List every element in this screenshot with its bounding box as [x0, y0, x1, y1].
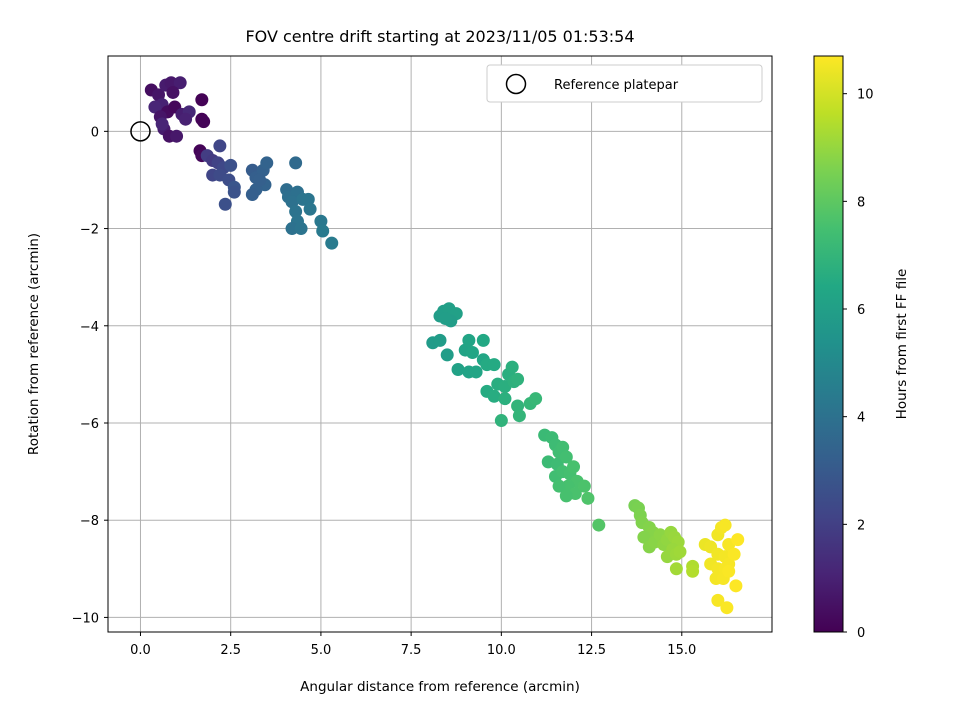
data-point: [465, 346, 479, 360]
data-point: [224, 158, 238, 172]
data-point: [552, 479, 566, 493]
data-point: [289, 156, 303, 170]
data-point: [170, 129, 184, 143]
data-point: [303, 202, 317, 216]
x-tick-label: 0.0: [130, 643, 151, 658]
data-point: [673, 545, 687, 559]
data-points: [144, 76, 745, 615]
data-point: [731, 533, 745, 547]
legend-label-reference: Reference platepar: [554, 78, 679, 93]
y-tick-label: −8: [80, 514, 99, 529]
legend: Reference platepar: [486, 64, 763, 103]
data-point: [559, 450, 573, 464]
colorbar-label: Hours from first FF file: [894, 269, 910, 420]
y-tick-label: −4: [80, 320, 99, 335]
legend-marker-reference: [505, 73, 527, 95]
x-axis-label: Angular distance from reference (arcmin): [300, 679, 580, 695]
data-point: [529, 392, 543, 406]
data-point: [285, 222, 299, 236]
x-tick-label: 15.0: [667, 643, 696, 658]
colorbar-tick-label: 6: [857, 303, 865, 318]
data-point: [179, 112, 193, 126]
chart-title: FOV centre drift starting at 2023/11/05 …: [245, 27, 634, 46]
data-point: [511, 399, 525, 413]
data-point: [325, 236, 339, 250]
colorbar-tick-label: 4: [857, 411, 865, 426]
plot-frame: [107, 55, 773, 633]
data-point: [260, 156, 274, 170]
data-point: [505, 360, 519, 374]
data-point: [592, 518, 606, 532]
colorbar-tick-label: 0: [857, 626, 865, 641]
colorbar-tick-label: 10: [857, 88, 874, 103]
data-point: [462, 333, 476, 347]
data-point: [559, 489, 573, 503]
data-point: [164, 76, 178, 90]
data-point: [494, 414, 508, 428]
x-tick-label: 2.5: [220, 643, 241, 658]
data-point: [227, 185, 241, 199]
data-point: [581, 491, 595, 505]
reference-marker-layer: [130, 121, 151, 142]
data-point: [440, 348, 454, 362]
data-point: [148, 100, 162, 114]
y-tick-label: −2: [80, 223, 99, 238]
data-point: [451, 363, 465, 377]
data-point: [686, 564, 700, 578]
colorbar: 0 2 4 6 8 10 Hours from first FF file: [813, 55, 910, 641]
data-point: [195, 93, 209, 107]
data-point: [711, 593, 725, 607]
data-point: [577, 479, 591, 493]
y-axis-ticks: 0 −2 −4 −6 −8 −10: [72, 125, 108, 626]
data-point: [213, 139, 227, 153]
data-point: [476, 333, 490, 347]
data-point: [433, 333, 447, 347]
data-point: [720, 601, 734, 615]
data-point: [727, 547, 741, 561]
data-point: [718, 518, 732, 532]
legend-box: [486, 64, 763, 103]
x-tick-label: 7.5: [401, 643, 422, 658]
x-tick-label: 12.5: [577, 643, 606, 658]
data-point: [316, 224, 330, 238]
data-point: [722, 564, 736, 578]
y-tick-label: −6: [80, 417, 99, 432]
data-point: [637, 530, 651, 544]
data-point: [567, 460, 581, 474]
data-point: [729, 579, 743, 593]
data-point: [253, 173, 267, 187]
data-point: [218, 197, 232, 211]
data-point: [314, 214, 328, 228]
data-point: [166, 85, 180, 99]
data-point: [289, 205, 303, 219]
data-point: [245, 188, 259, 202]
x-tick-label: 5.0: [311, 643, 332, 658]
data-point: [512, 409, 526, 423]
y-tick-label: 0: [91, 125, 99, 140]
data-point: [469, 365, 483, 379]
colorbar-tick-label: 8: [857, 195, 865, 210]
colorbar-gradient: [814, 56, 843, 632]
data-point: [487, 358, 501, 372]
data-point: [173, 76, 187, 90]
x-axis-ticks: 0.0 2.5 5.0 7.5 10.0 12.5 15.0: [130, 632, 696, 658]
colorbar-frame: [813, 55, 844, 633]
data-point: [511, 372, 525, 386]
data-point: [498, 392, 512, 406]
data-point: [487, 389, 501, 403]
data-point: [294, 222, 308, 236]
y-tick-label: −10: [72, 611, 99, 626]
reference-platepar-marker: [130, 121, 151, 142]
x-tick-label: 10.0: [487, 643, 516, 658]
data-point: [438, 311, 452, 325]
data-point: [197, 115, 211, 129]
colorbar-tick-label: 2: [857, 518, 865, 533]
grid-lines: [108, 56, 772, 632]
colorbar-ticks: 0 2 4 6 8 10: [843, 88, 874, 641]
data-point: [301, 192, 315, 206]
data-point: [669, 562, 683, 576]
data-point: [155, 117, 169, 131]
y-axis-label: Rotation from reference (arcmin): [26, 233, 42, 455]
